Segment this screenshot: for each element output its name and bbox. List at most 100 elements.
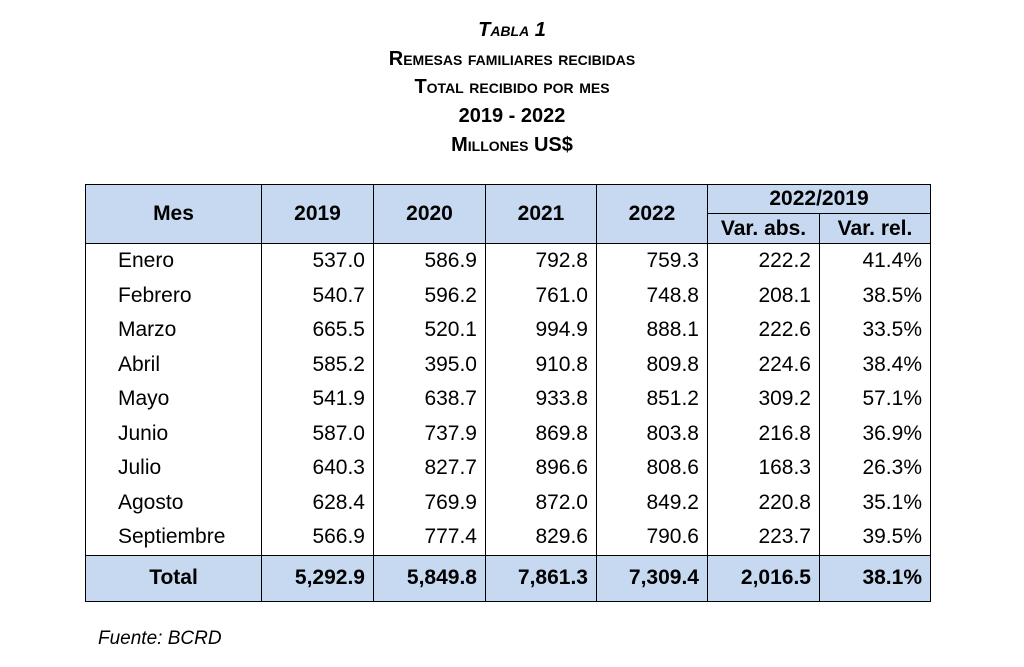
- cell: 803.8: [596, 416, 708, 451]
- month-cell: Agosto: [85, 485, 262, 520]
- cell: 851.2: [596, 382, 708, 417]
- cell: 216.8: [707, 416, 820, 451]
- table-row: Febrero 540.7 596.2 761.0 748.8 208.1 38.5%: [85, 278, 931, 313]
- column-header: Mes: [85, 184, 262, 244]
- cell: 769.9: [373, 485, 486, 520]
- total-cell: 5,849.8: [373, 554, 486, 601]
- total-cell: 38.1%: [819, 554, 931, 601]
- cell: 777.4: [373, 520, 486, 555]
- total-row: Total 5,292.9 5,849.8 7,861.3 7,309.4 2,016.5…: [85, 554, 931, 601]
- month-cell: Mayo: [85, 382, 262, 417]
- cell: 395.0: [373, 347, 486, 382]
- cell: 640.3: [261, 451, 374, 486]
- cell: 869.8: [485, 416, 597, 451]
- subtitle: Total recibido por mes: [414, 76, 610, 98]
- cell: 537.0: [261, 244, 374, 279]
- cell: 168.3: [707, 451, 820, 486]
- cell: 792.8: [485, 244, 597, 279]
- cell: 57.1%: [819, 382, 931, 417]
- cell: 849.2: [596, 485, 708, 520]
- cell: 26.3%: [819, 451, 931, 486]
- table-body: Enero 537.0 586.9 792.8 759.3 222.2 41.4% Febre…: [85, 244, 931, 601]
- cell: 36.9%: [819, 416, 931, 451]
- cell: 994.9: [485, 313, 597, 348]
- cell: 33.5%: [819, 313, 931, 348]
- cell: 208.1: [707, 278, 820, 313]
- column-header: 2020: [373, 184, 486, 244]
- cell: 223.7: [707, 520, 820, 555]
- month-cell: Marzo: [85, 313, 262, 348]
- month-cell: Enero: [85, 244, 262, 279]
- source-note: Fuente: BCRD: [98, 628, 222, 649]
- column-header: 2021: [485, 184, 597, 244]
- total-cell: 7,309.4: [596, 554, 708, 601]
- cell: 35.1%: [819, 485, 931, 520]
- month-cell: Julio: [85, 451, 262, 486]
- cell: 910.8: [485, 347, 597, 382]
- cell: 38.5%: [819, 278, 931, 313]
- table-row: Enero 537.0 586.9 792.8 759.3 222.2 41.4%: [85, 244, 931, 279]
- cell: 628.4: [261, 485, 374, 520]
- header-row: Var. abs. Var. rel.: [86, 213, 931, 244]
- cell: 38.4%: [819, 347, 931, 382]
- column-header: 2022: [596, 184, 708, 244]
- total-cell: 2,016.5: [707, 554, 820, 601]
- cell: 809.8: [596, 347, 708, 382]
- cell: 827.7: [373, 451, 486, 486]
- cell: 933.8: [485, 382, 597, 417]
- cell: 586.9: [373, 244, 486, 279]
- month-cell: Septiembre: [85, 520, 262, 555]
- subtitle: Remesas familiares recibidas: [388, 48, 636, 70]
- table-row: Mayo 541.9 638.7 933.8 851.2 309.2 57.1%: [85, 382, 931, 417]
- table-head: Mes 2019 2020 2021 2022 2022/2019 Var. a…: [85, 184, 931, 244]
- month-cell: Febrero: [85, 278, 262, 313]
- column-header: 2019: [261, 184, 374, 244]
- data-table: Mes 2019 2020 2021 2022 2022/2019 Var. a…: [85, 184, 931, 602]
- table-row: Abril 585.2 395.0 910.8 809.8 224.6 38.4%: [85, 347, 931, 382]
- cell: 41.4%: [819, 244, 931, 279]
- table-row: Septiembre 566.9 777.4 829.6 790.6 223.7 39.5%: [85, 520, 931, 555]
- cell: 520.1: [373, 313, 486, 348]
- total-cell: 7,861.3: [485, 554, 597, 601]
- cell: 222.6: [707, 313, 820, 348]
- header-rule: [85, 243, 931, 244]
- cell: 39.5%: [819, 520, 931, 555]
- table-row: Julio 640.3 827.7 896.6 808.6 168.3 26.3%: [85, 451, 931, 486]
- cell: 585.2: [261, 347, 374, 382]
- cell: 541.9: [261, 382, 374, 417]
- cell: 224.6: [707, 347, 820, 382]
- table-row: Junio 587.0 737.9 869.8 803.8 216.8 36.9%: [85, 416, 931, 451]
- cell: 888.1: [596, 313, 708, 348]
- column-header: Var. rel.: [819, 213, 931, 244]
- cell: 540.7: [261, 278, 374, 313]
- cell: 587.0: [261, 416, 374, 451]
- table-row: Marzo 665.5 520.1 994.9 888.1 222.6 33.5%: [85, 313, 931, 348]
- cell: 761.0: [485, 278, 597, 313]
- table-row: Agosto 628.4 769.9 872.0 849.2 220.8 35.1%: [85, 485, 931, 520]
- total-label: Total: [85, 554, 262, 601]
- cell: 638.7: [373, 382, 486, 417]
- month-cell: Abril: [85, 347, 262, 382]
- cell: 220.8: [707, 485, 820, 520]
- group-header: 2022/2019: [707, 184, 931, 214]
- cell: 665.5: [261, 313, 374, 348]
- total-cell: 5,292.9: [261, 554, 374, 601]
- cell: 566.9: [261, 520, 374, 555]
- header-row: Mes 2019 2020 2021 2022 2022/2019: [85, 184, 931, 244]
- subtitle: 2019 - 2022: [458, 105, 566, 127]
- cell: 790.6: [596, 520, 708, 555]
- cell: 309.2: [707, 382, 820, 417]
- cell: 896.6: [485, 451, 597, 486]
- cell: 759.3: [596, 244, 708, 279]
- cell: 808.6: [596, 451, 708, 486]
- cell: 596.2: [373, 278, 486, 313]
- subtitle: Millones US$: [451, 134, 573, 156]
- cell: 222.2: [707, 244, 820, 279]
- cell: 829.6: [485, 520, 597, 555]
- cell: 748.8: [596, 278, 708, 313]
- table-title: Tabla 1: [478, 19, 546, 41]
- month-cell: Junio: [85, 416, 262, 451]
- cell: 737.9: [373, 416, 486, 451]
- cell: 872.0: [485, 485, 597, 520]
